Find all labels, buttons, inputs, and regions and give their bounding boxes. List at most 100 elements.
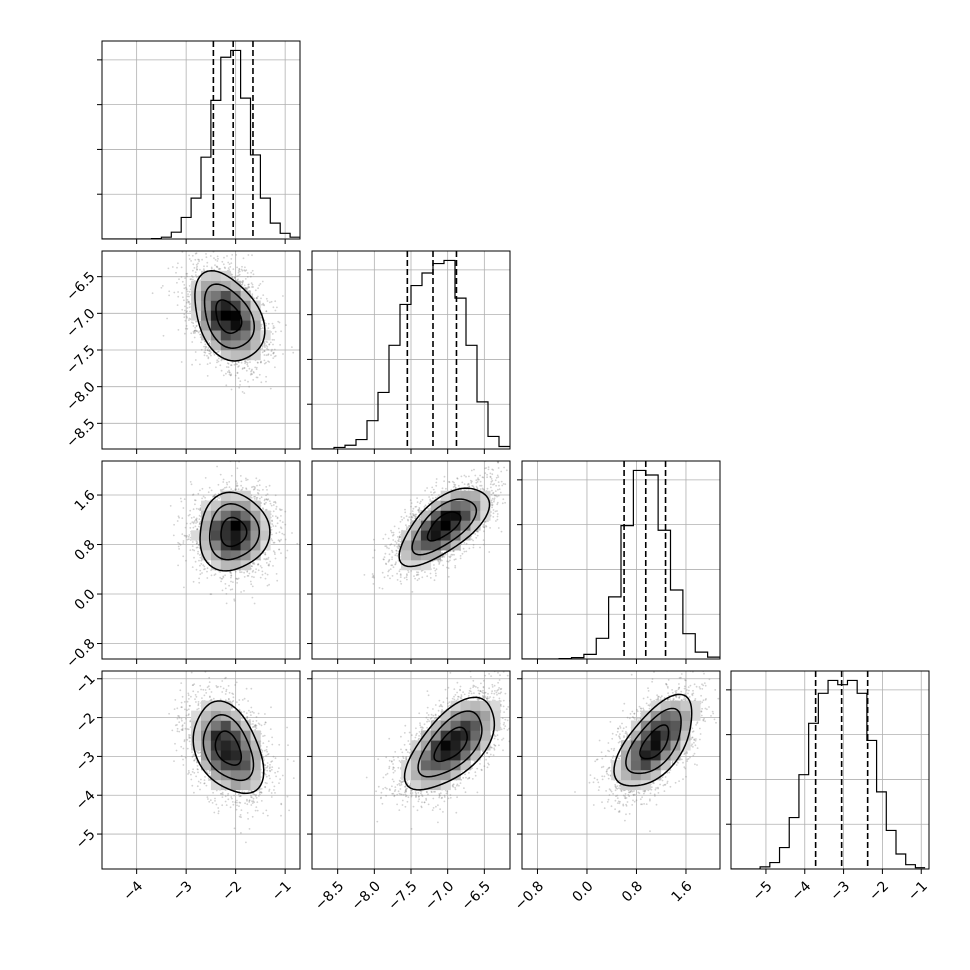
scatter-point bbox=[217, 357, 220, 360]
scatter-point bbox=[189, 278, 192, 281]
scatter-panel-0-2 bbox=[97, 460, 301, 664]
scatter-point bbox=[244, 362, 246, 365]
scatter-point bbox=[194, 331, 196, 334]
scatter-point bbox=[219, 495, 222, 498]
scatter-point bbox=[180, 266, 183, 269]
density-block bbox=[201, 290, 212, 301]
scatter-point bbox=[199, 556, 202, 559]
scatter-point bbox=[280, 552, 282, 555]
scatter-point bbox=[278, 539, 281, 542]
scatter-point bbox=[264, 498, 266, 501]
scatter-point bbox=[263, 359, 266, 362]
scatter-point bbox=[234, 488, 237, 491]
scatter-point bbox=[274, 553, 276, 555]
scatter-point bbox=[217, 483, 220, 486]
scatter-point bbox=[267, 353, 270, 356]
scatter-point bbox=[261, 303, 263, 306]
scatter-point bbox=[181, 280, 184, 283]
scatter-point bbox=[246, 575, 249, 577]
scatter-point bbox=[186, 316, 188, 319]
scatter-point bbox=[205, 253, 207, 255]
scatter-point bbox=[204, 477, 207, 479]
scatter-point bbox=[269, 341, 272, 344]
scatter-point bbox=[265, 322, 267, 325]
scatter-point bbox=[199, 522, 201, 524]
scatter-point bbox=[177, 291, 179, 293]
density-block bbox=[220, 320, 231, 331]
scatter-point bbox=[184, 327, 187, 330]
scatter-point bbox=[196, 330, 199, 333]
scatter-point bbox=[269, 387, 272, 390]
scatter-point bbox=[253, 498, 256, 500]
scatter-point bbox=[195, 546, 198, 549]
scatter-point bbox=[222, 374, 225, 377]
scatter-point bbox=[249, 361, 251, 364]
scatter-point bbox=[272, 306, 275, 309]
scatter-point bbox=[195, 325, 198, 327]
scatter-point bbox=[228, 481, 231, 483]
scatter-point bbox=[192, 263, 195, 266]
scatter-point bbox=[203, 565, 206, 568]
scatter-point bbox=[161, 285, 164, 287]
scatter-point bbox=[245, 287, 248, 289]
scatter-point bbox=[266, 493, 269, 495]
scatter-point bbox=[188, 295, 190, 298]
scatter-point bbox=[237, 377, 240, 379]
scatter-point bbox=[265, 557, 268, 560]
scatter-point bbox=[250, 494, 253, 497]
scatter-point bbox=[206, 567, 209, 570]
scatter-point bbox=[177, 564, 179, 567]
scatter-point bbox=[245, 479, 248, 481]
scatter-point bbox=[241, 283, 244, 286]
scatter-point bbox=[250, 271, 253, 274]
scatter-point bbox=[160, 286, 163, 289]
scatter-point bbox=[229, 588, 232, 591]
scatter-point bbox=[251, 596, 254, 599]
density-block bbox=[240, 320, 251, 331]
scatter-point bbox=[261, 347, 263, 350]
density-block bbox=[230, 350, 241, 361]
scatter-point bbox=[266, 300, 269, 302]
scatter-point bbox=[214, 573, 217, 575]
scatter-point bbox=[248, 572, 251, 575]
scatter-point bbox=[280, 538, 282, 541]
scatter-point bbox=[191, 363, 193, 366]
scatter-point bbox=[230, 572, 233, 575]
scatter-point bbox=[241, 282, 244, 284]
scatter-point bbox=[182, 542, 185, 544]
scatter-point bbox=[264, 553, 267, 556]
scatter-point bbox=[247, 380, 249, 383]
scatter-point bbox=[223, 256, 225, 259]
scatter-point bbox=[225, 486, 228, 489]
scatter-point bbox=[190, 278, 193, 280]
scatter-point bbox=[204, 343, 207, 346]
scatter-point bbox=[230, 364, 232, 367]
scatter-point bbox=[188, 254, 190, 257]
density-block bbox=[240, 290, 251, 301]
scatter-point bbox=[265, 297, 268, 300]
scatter-point bbox=[257, 287, 259, 290]
scatter-point bbox=[210, 351, 212, 354]
scatter-point bbox=[189, 288, 192, 291]
scatter-point bbox=[202, 564, 205, 566]
scatter-point bbox=[184, 332, 186, 335]
scatter-point bbox=[237, 278, 240, 281]
density-block bbox=[201, 320, 212, 331]
scatter-point bbox=[198, 514, 201, 517]
scatter-point bbox=[183, 299, 185, 302]
scatter-point bbox=[194, 351, 197, 353]
scatter-point bbox=[228, 263, 231, 265]
scatter-point bbox=[225, 384, 228, 387]
scatter-point bbox=[252, 371, 255, 373]
scatter-point bbox=[234, 570, 237, 573]
scatter-point bbox=[274, 355, 277, 357]
scatter-point bbox=[246, 288, 249, 291]
scatter-point bbox=[276, 522, 279, 525]
scatter-point bbox=[257, 563, 259, 566]
scatter-point bbox=[192, 330, 195, 333]
scatter-point bbox=[222, 478, 225, 481]
scatter-point bbox=[268, 563, 270, 566]
scatter-point bbox=[222, 576, 225, 579]
scatter-point bbox=[225, 602, 228, 605]
scatter-point bbox=[266, 489, 268, 491]
